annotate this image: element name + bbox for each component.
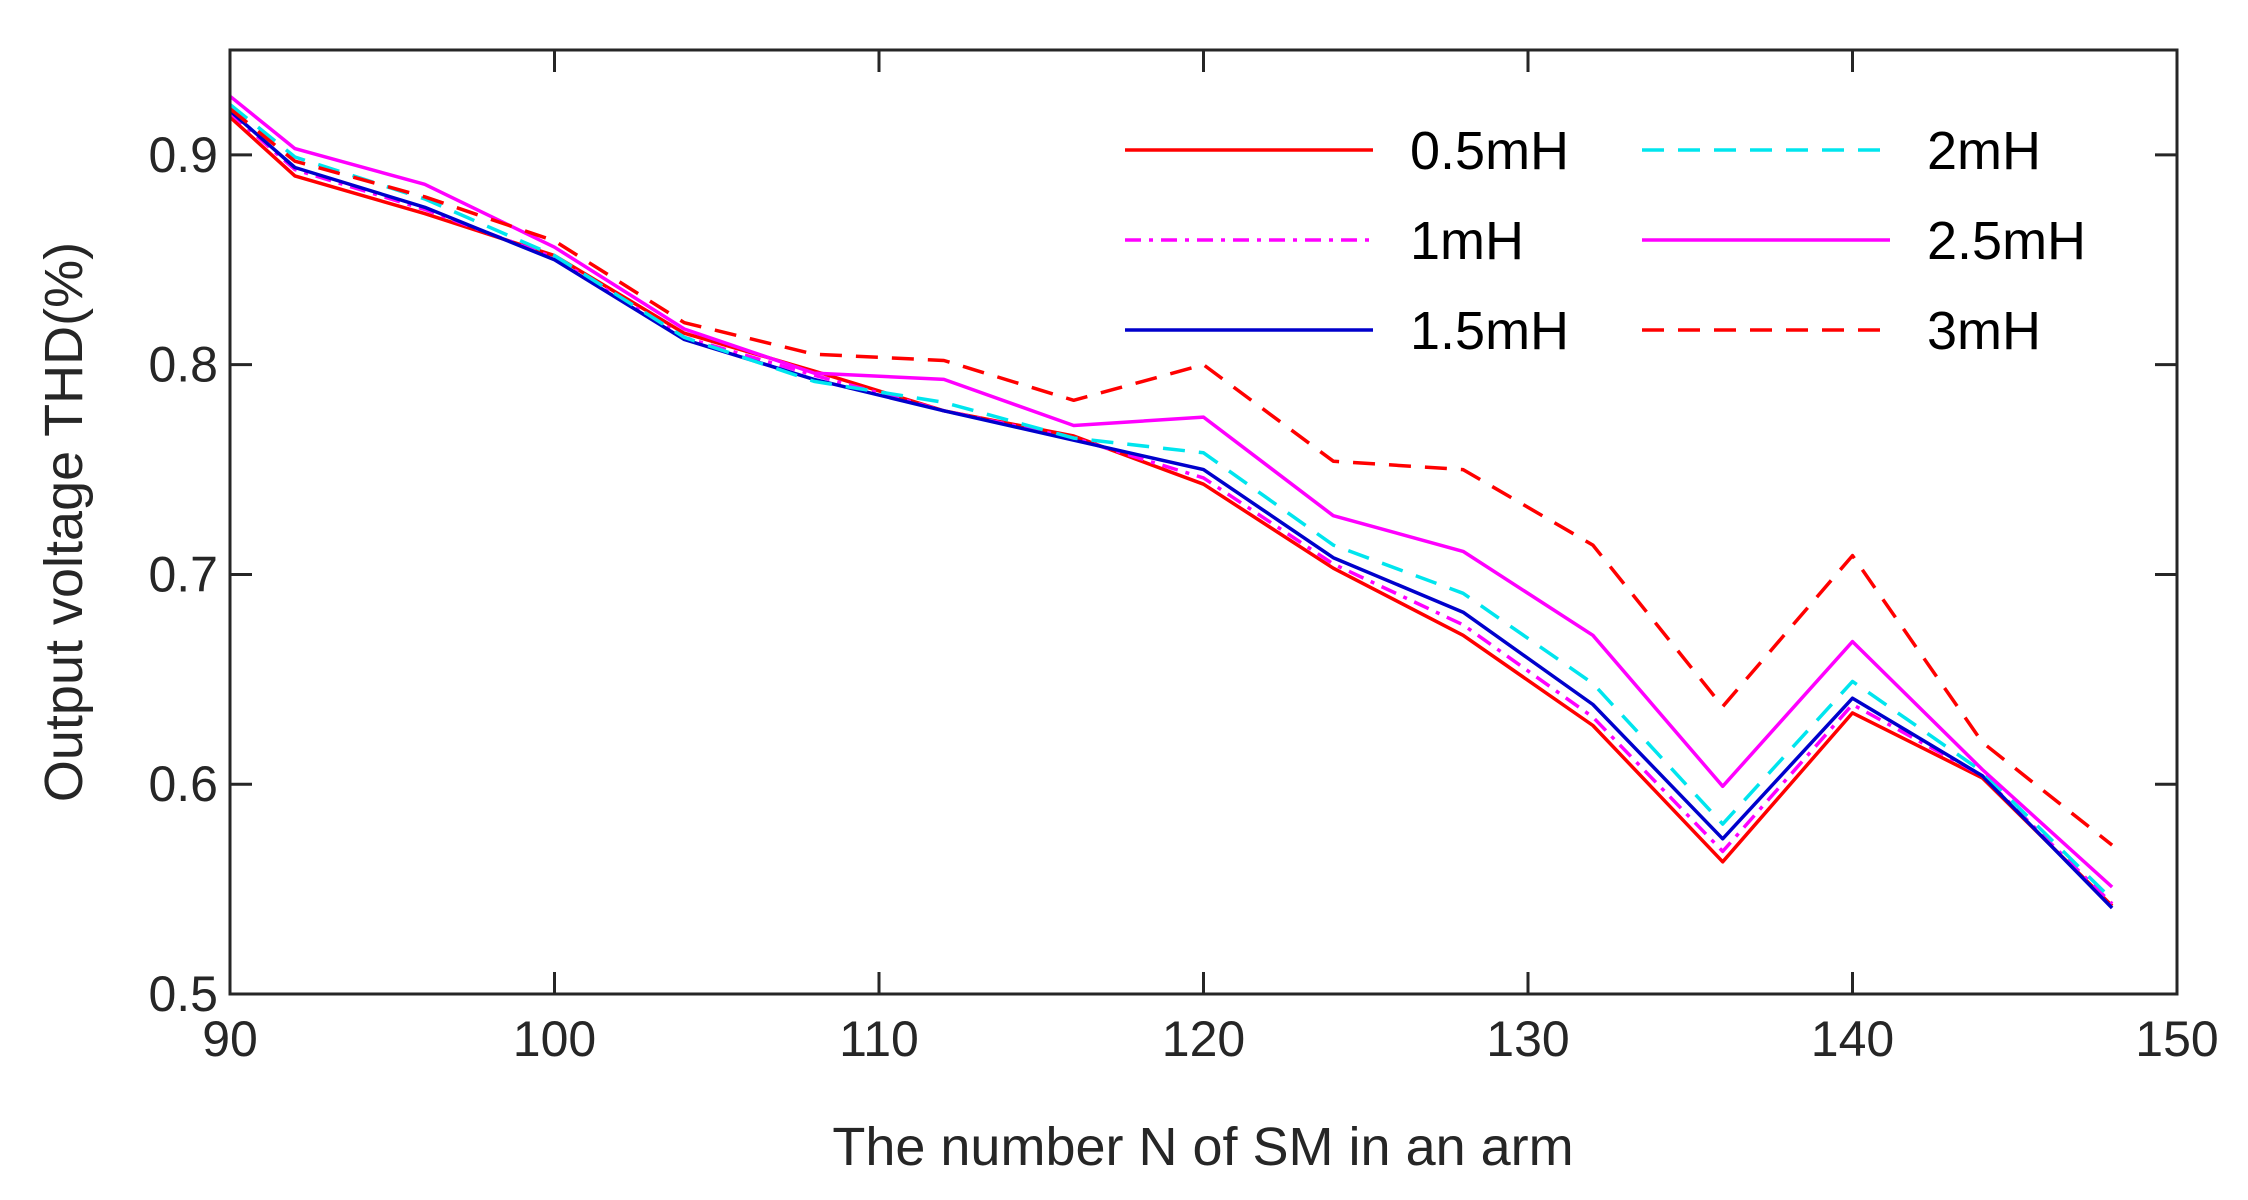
- y-tick-label: 0.9: [148, 127, 218, 183]
- y-tick-label: 0.7: [148, 546, 218, 602]
- y-axis-title: Output voltage THD(%): [34, 242, 94, 802]
- x-tick-label: 90: [202, 1011, 258, 1067]
- series-line-2.5mH: [228, 94, 2114, 889]
- x-tick-label: 110: [839, 1011, 919, 1067]
- legend-label-3mH: 3mH: [1927, 301, 2041, 361]
- series-line-1.5mH: [228, 109, 2114, 910]
- legend: 0.5mH 1mH 1.5mH 2mH 2.5mH 3mH: [1125, 121, 2086, 361]
- legend-label-1mH: 1mH: [1410, 211, 1524, 271]
- legend-label-2.5mH: 2.5mH: [1927, 211, 2086, 271]
- x-tick-label: 120: [1162, 1011, 1245, 1067]
- legend-label-1.5mH: 1.5mH: [1410, 301, 1569, 361]
- x-tick-label: 130: [1486, 1011, 1569, 1067]
- y-tick-label: 0.8: [148, 337, 218, 393]
- y-tick-label: 0.5: [148, 966, 218, 1022]
- x-tick-label: 100: [513, 1011, 596, 1067]
- series-line-3mH: [228, 107, 2114, 847]
- legend-label-2mH: 2mH: [1927, 121, 2041, 181]
- series-line-2mH: [228, 103, 2114, 901]
- x-axis-title: The number N of SM in an arm: [832, 1117, 1573, 1177]
- y-tick-label: 0.6: [148, 756, 218, 812]
- x-tick-label: 140: [1811, 1011, 1894, 1067]
- series-layer: [228, 94, 2114, 910]
- x-tick-label: 150: [2135, 1011, 2218, 1067]
- legend-label-0.5mH: 0.5mH: [1410, 121, 1569, 181]
- ticks-layer: 90 100 110 120 130 140 150 0.5 0.6 0.7 0.8 0.9: [148, 50, 2219, 1067]
